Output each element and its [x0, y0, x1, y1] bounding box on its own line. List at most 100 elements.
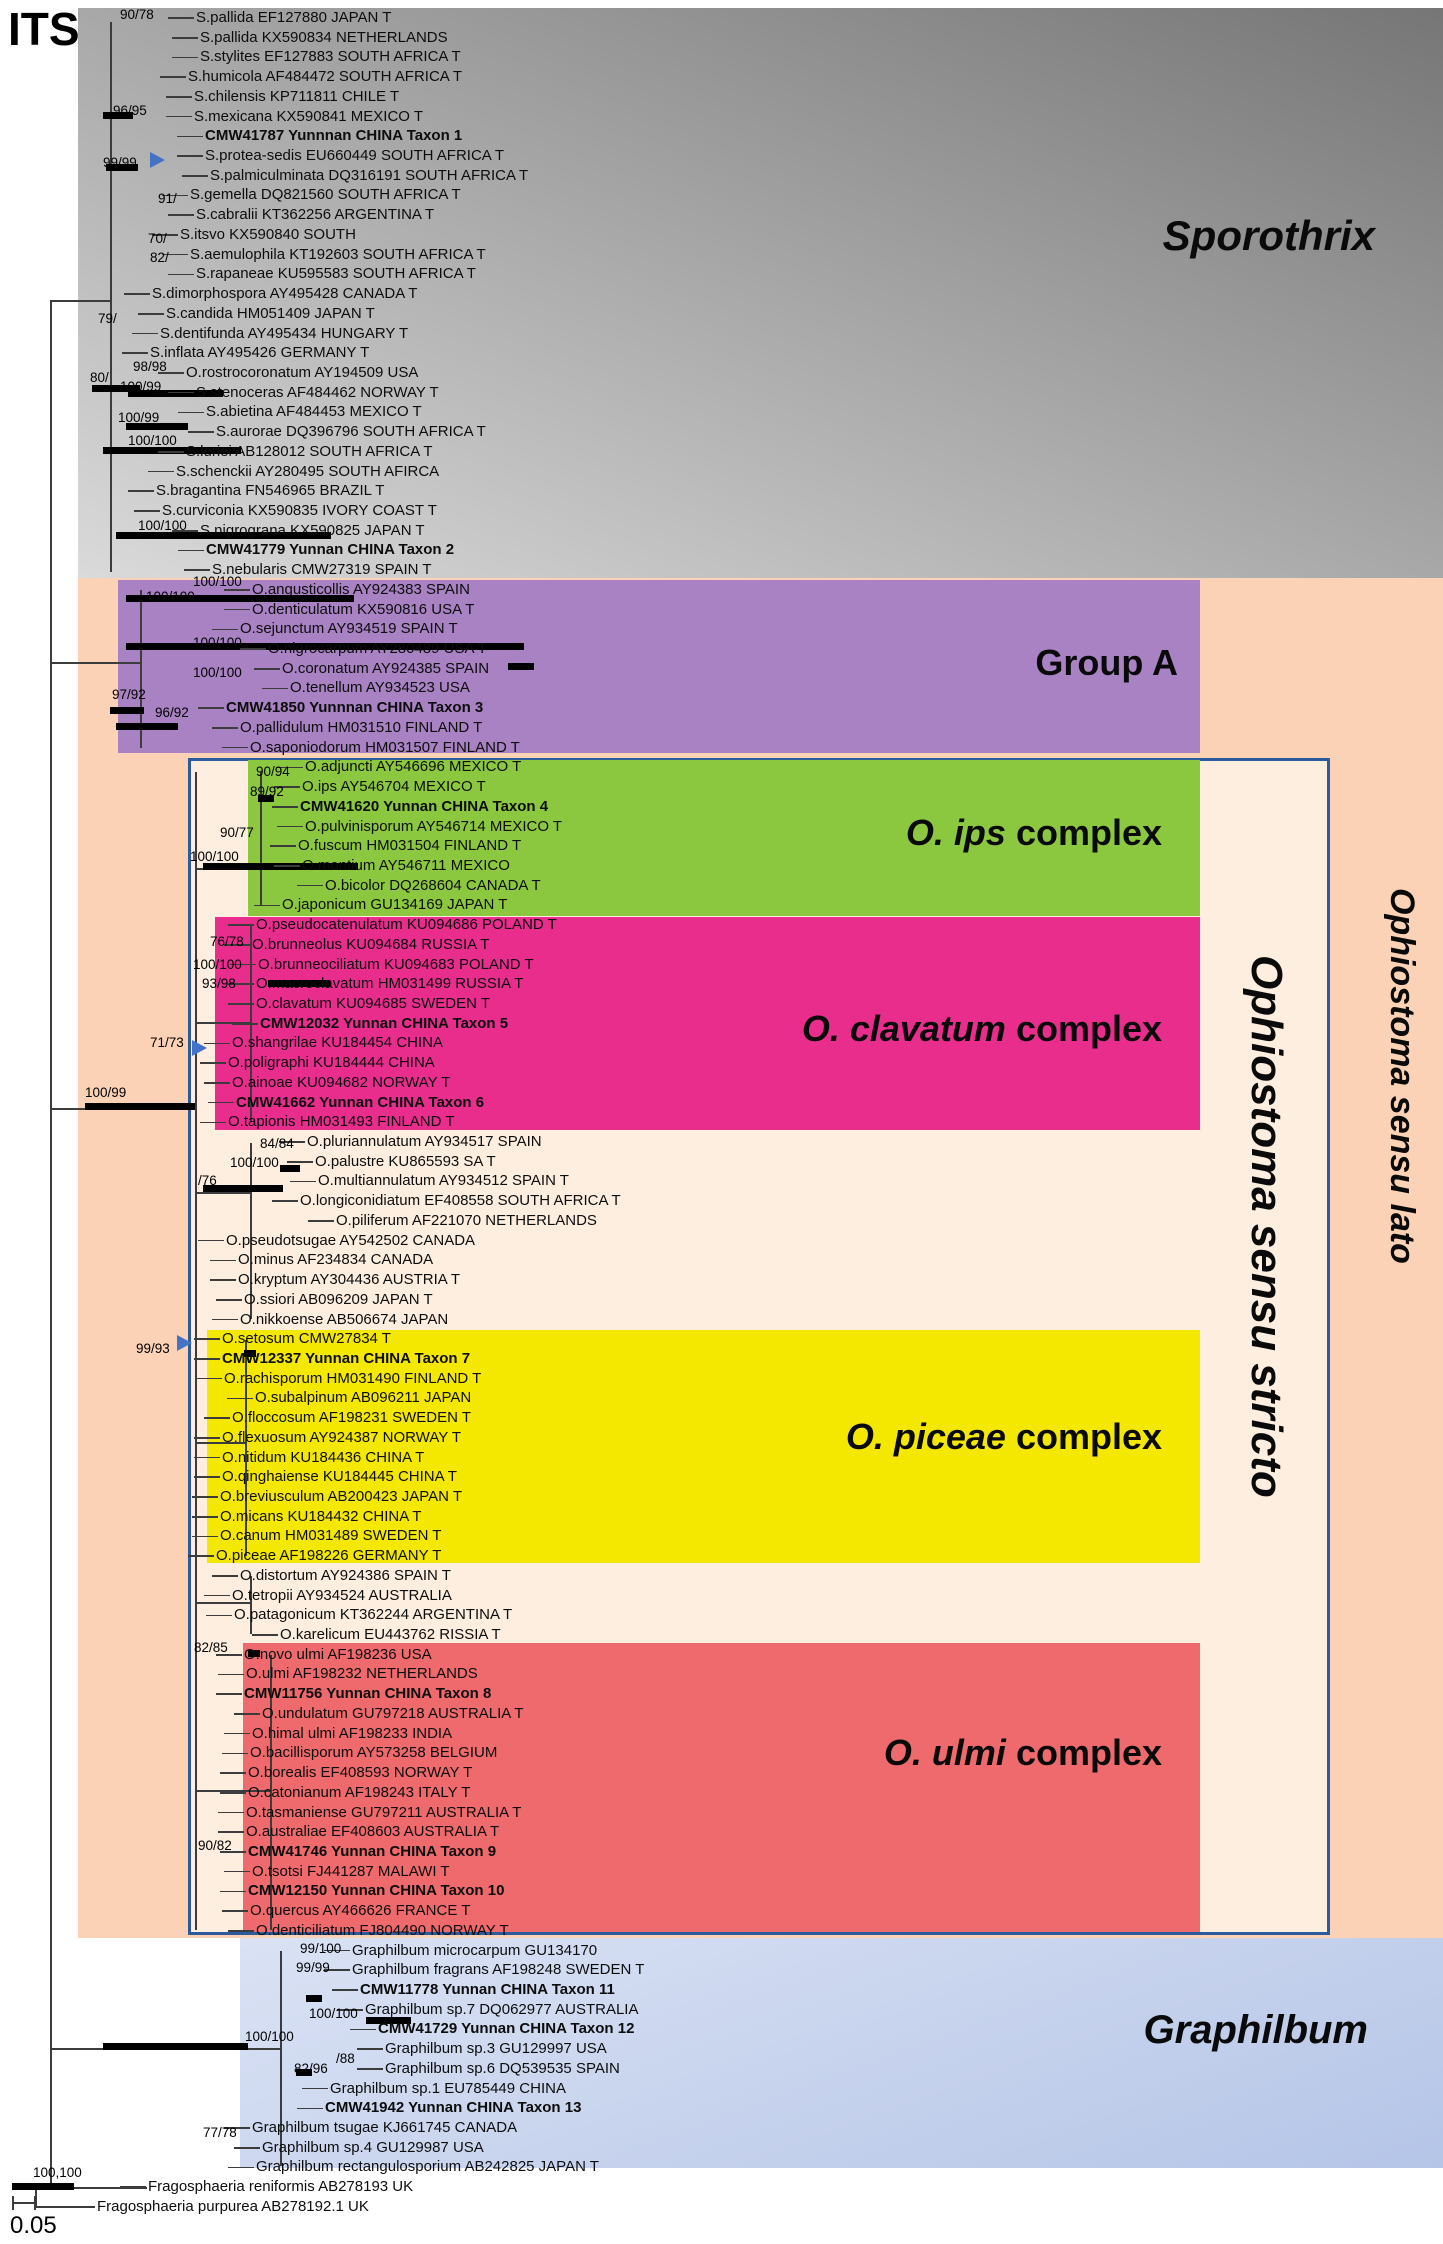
- branch-line: [177, 135, 203, 138]
- support-bar: [106, 164, 138, 171]
- branch-line: [148, 470, 174, 473]
- branch-line: [272, 806, 298, 808]
- branch-line: [182, 174, 208, 177]
- taxon-label: O.subalpinum AB096211 JAPAN: [255, 1389, 472, 1407]
- taxon-label: O.fuscum HM031504 FINLAND T: [298, 837, 522, 855]
- taxon-label: S.luriei AB128012 SOUTH AFRICA T: [186, 442, 433, 460]
- taxon-label: O.borealis EF408593 NORWAY T: [248, 1764, 473, 1782]
- branch-line: [212, 1575, 238, 1577]
- piceae-complex-label-text: complex: [1005, 1416, 1162, 1457]
- branch-line: [308, 1220, 334, 1222]
- taxon-label: O.montium AY546711 MEXICO: [302, 856, 510, 874]
- support-bar: [258, 795, 274, 802]
- branch-line: [228, 2166, 254, 2169]
- taxon-label: S.protea-sedis EU660449 SOUTH AFRICA T: [205, 147, 505, 165]
- sporothrix-label: Sporothrix: [1163, 212, 1375, 260]
- branch-line: [222, 1752, 248, 1755]
- piceae-complex-label-italic-text: O. piceae: [845, 1416, 1006, 1457]
- graphilbum-clade-band: [240, 1938, 1443, 2168]
- branch-line: [228, 924, 254, 926]
- support-value: 99/100: [300, 1941, 342, 1956]
- taxon-label-new-taxon: CMW41620 Yunnan CHINA Taxon 4: [300, 797, 549, 815]
- ips-complex-band: [248, 760, 1200, 916]
- branch-line: [240, 648, 266, 650]
- branch-line: [274, 786, 300, 788]
- taxon-label-new-taxon: CMW11778 Yunnan CHINA Taxon 11: [360, 1981, 615, 1998]
- branch-line: [222, 746, 248, 749]
- branch-line: [279, 1141, 305, 1143]
- taxon-label: O.catonianum AF198243 ITALY T: [248, 1783, 471, 1801]
- branch-line: [35, 2206, 95, 2208]
- branch-line: [230, 963, 256, 966]
- taxon-label: O.qinghaiense KU184445 CHINA T: [222, 1468, 457, 1486]
- support-value: 82/: [150, 250, 169, 265]
- branch-line: [350, 2028, 376, 2031]
- branch-line: [260, 772, 262, 906]
- taxon-label: Graphilbum rectangulosporium AB242825 JA…: [256, 2158, 599, 2176]
- support-value: 98/98: [133, 359, 167, 374]
- taxon-label-new-taxon: CMW41662 Yunnan CHINA Taxon 6: [236, 1093, 485, 1111]
- support-bar: [128, 390, 223, 397]
- branch-line: [220, 1772, 246, 1774]
- taxon-label: O.sejunctum AY934519 SPAIN T: [240, 620, 458, 638]
- taxon-label: O.bicolor DQ268604 CANADA T: [325, 876, 541, 894]
- support-value: 99/99: [296, 1960, 330, 1975]
- support-bar: [366, 2017, 411, 2024]
- branch-line: [357, 2068, 383, 2070]
- taxon-label: O.floccosum AF198231 SWEDEN T: [232, 1409, 471, 1427]
- branch-line: [245, 1340, 247, 1556]
- branch-line: [224, 589, 250, 591]
- taxon-label: S.mexicana KX590841 MEXICO T: [194, 107, 423, 125]
- support-value: 91/: [158, 191, 177, 206]
- support-bar: [85, 1103, 195, 1110]
- taxon-label: S.aemulophila KT192603 SOUTH AFRICA T: [190, 245, 486, 263]
- taxon-label: S.aurorae DQ396796 SOUTH AFRICA T: [216, 423, 486, 441]
- support-value: /88: [336, 2051, 355, 2066]
- support-value: 90/82: [198, 1838, 232, 1853]
- support-bar: [116, 723, 178, 730]
- branch-line: [168, 273, 194, 276]
- support-value: 79/: [98, 311, 117, 326]
- branch-line: [206, 1614, 232, 1617]
- support-bar: [12, 2183, 74, 2190]
- branch-line: [220, 1890, 246, 1893]
- taxon-label: Graphilbum tsugae KJ661745 CANADA: [252, 2119, 518, 2137]
- taxon-label: S.pallida KX590834 NETHERLANDS: [200, 28, 448, 46]
- taxon-label: O.canum HM031489 SWEDEN T: [220, 1527, 442, 1545]
- taxon-label: O.denticulatum KX590816 USA T: [252, 600, 475, 618]
- branch-line: [227, 1397, 253, 1400]
- support-value: 100/100: [128, 433, 177, 448]
- support-value: 71/73: [150, 1035, 184, 1050]
- taxon-label: O.distortum AY924386 SPAIN T: [240, 1566, 451, 1584]
- taxon-label: O.rachisporum HM031490 FINLAND T: [224, 1369, 482, 1387]
- branch-line: [138, 313, 164, 315]
- ips-complex-label-text: complex: [1005, 812, 1162, 853]
- branch-line: [200, 1062, 226, 1064]
- branch-line: [122, 352, 148, 355]
- branch-line: [297, 884, 323, 887]
- branch-line: [200, 1121, 226, 1124]
- support-bar: [203, 1185, 283, 1192]
- support-bar: [244, 1350, 256, 1357]
- branch-line: [124, 293, 150, 295]
- branch-line: [184, 569, 210, 571]
- branch-line: [224, 1732, 250, 1735]
- branch-line: [204, 1417, 230, 1419]
- taxon-label: S.candida HM051409 JAPAN T: [166, 304, 375, 322]
- taxon-label: O.nitidum KU184436 CHINA T: [222, 1448, 425, 1466]
- taxon-label: O.clavatum KU094685 SWEDEN T: [256, 995, 490, 1012]
- taxon-label-new-taxon: CMW41729 Yunnan CHINA Taxon 12: [378, 2020, 635, 2038]
- ophiostoma-sensu-lato-label-italic-text: Ophiostoma sensu lato: [1383, 888, 1421, 1264]
- branch-line: [228, 1930, 254, 1932]
- taxon-label: O.angusticollis AY924383 SPAIN: [252, 580, 470, 598]
- graphilbum-label-italic-text: Graphilbum: [1143, 2008, 1368, 2052]
- taxon-label: O.piceae AF198226 GERMANY T: [216, 1547, 442, 1565]
- branch-line: [208, 1101, 234, 1104]
- taxon-label: O.novo ulmi AF198236 USA: [244, 1645, 432, 1663]
- branch-line: [218, 1811, 244, 1814]
- branch-line: [302, 2087, 328, 2090]
- taxon-label: O.brunneolus KU094684 RUSSIA T: [252, 935, 490, 953]
- branch-line: [162, 194, 188, 197]
- support-value: 100,100: [33, 2165, 82, 2180]
- ulmi-complex-label-italic-text: O. ulmi: [883, 1732, 1006, 1773]
